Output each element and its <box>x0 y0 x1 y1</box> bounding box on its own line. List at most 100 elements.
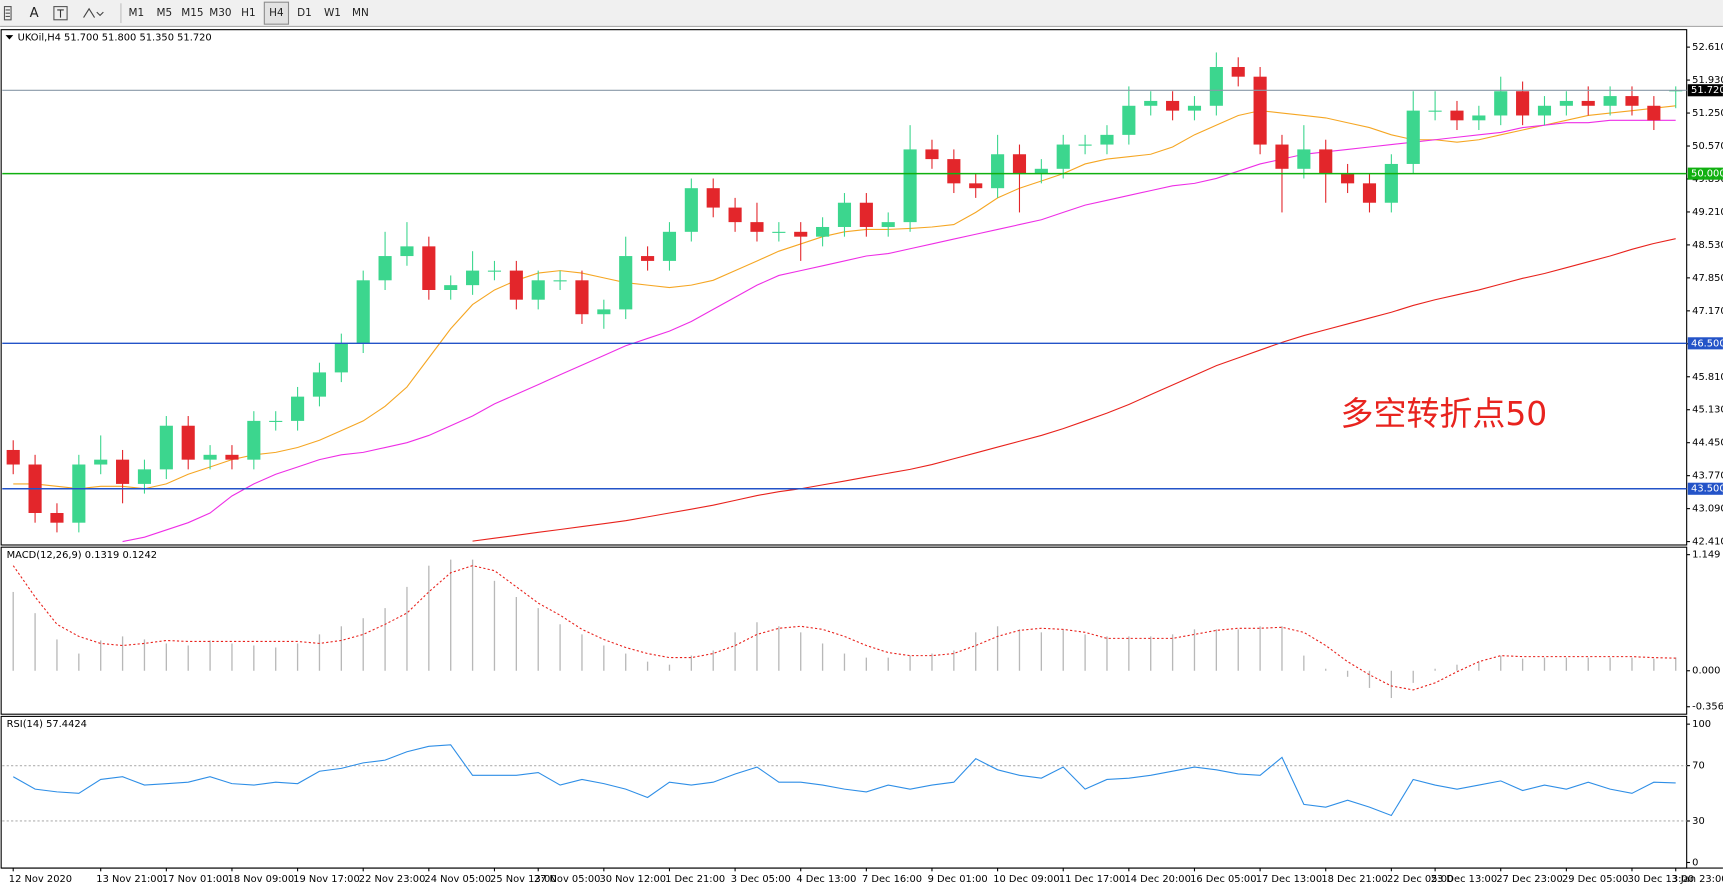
timeframe-button[interactable]: M5 <box>157 7 173 19</box>
x-tick-label: 29 Dec 05:00 <box>1562 874 1628 885</box>
y-tick-label: 49.210 <box>1692 207 1723 218</box>
x-tick-label: 30 Nov 12:00 <box>599 874 666 885</box>
tool-icon[interactable] <box>3 6 12 21</box>
candle-body <box>728 207 742 223</box>
y-tick-label: -0.3563 <box>1692 702 1723 713</box>
candle-body <box>269 420 283 422</box>
x-tick-label: 11 Dec 17:00 <box>1059 874 1125 885</box>
candle-body <box>1384 163 1398 203</box>
candle-body <box>1319 149 1333 174</box>
y-tick-label: 45.130 <box>1692 405 1723 416</box>
candle-body <box>6 449 20 465</box>
x-tick-label: 17 Nov 01:00 <box>162 874 229 885</box>
x-tick-label: 9 Dec 01:00 <box>928 874 988 885</box>
candle-body <box>1122 105 1136 135</box>
candle-body <box>225 454 239 460</box>
x-tick-label: 4 Dec 13:00 <box>796 874 856 885</box>
candle-body <box>1341 173 1355 184</box>
candle-body <box>1187 105 1202 111</box>
level-label: 43.500 <box>1691 484 1723 495</box>
y-tick-label: 30 <box>1692 816 1705 827</box>
candle-body <box>137 469 152 484</box>
x-tick-label: 23 Dec 13:00 <box>1431 874 1497 885</box>
x-tick-label: 18 Dec 21:00 <box>1321 874 1387 885</box>
level-label-bg <box>1687 337 1723 350</box>
candle-body <box>1231 66 1245 77</box>
candle-body <box>1625 96 1639 106</box>
timeframe-button[interactable]: W1 <box>324 7 341 19</box>
moving-average-line <box>472 238 1676 542</box>
candle-body <box>1100 134 1114 145</box>
level-label-bg <box>1687 167 1723 180</box>
candle-body <box>444 285 458 290</box>
y-tick-label: 0 <box>1692 857 1698 868</box>
candle-body <box>1603 96 1617 106</box>
candle-body <box>466 270 480 286</box>
x-tick-label: 22 Dec 05:00 <box>1387 874 1453 885</box>
y-tick-label: 100 <box>1692 719 1711 730</box>
candle-body <box>859 202 873 227</box>
timeframe-button[interactable]: M30 <box>209 7 231 19</box>
y-tick-label: 51.250 <box>1692 108 1723 119</box>
y-tick-label: 45.810 <box>1692 372 1723 383</box>
y-tick-label: 1.149 <box>1692 550 1720 561</box>
y-tick-label: 44.450 <box>1692 438 1723 449</box>
candle-body <box>1472 115 1486 121</box>
candle-body <box>1537 105 1552 116</box>
x-tick-label: 17 Dec 13:00 <box>1256 874 1322 885</box>
panel-frame <box>0 715 1688 869</box>
candle-body <box>94 459 108 465</box>
x-tick-label: 27 Dec 23:00 <box>1496 874 1562 885</box>
timeframe-button[interactable]: H1 <box>241 7 255 19</box>
y-tick-label: 51.930 <box>1692 75 1723 86</box>
candle-body <box>116 459 130 484</box>
timeframe-button[interactable]: H4 <box>269 7 284 19</box>
candle-body <box>619 256 633 310</box>
timeframe-button[interactable]: M1 <box>129 7 145 19</box>
x-tick-label: 30 Dec 13:00 <box>1628 874 1694 885</box>
candle-body <box>1297 149 1311 169</box>
y-tick-label: 50.570 <box>1692 141 1723 152</box>
panel-title: UKOil,H4 51.700 51.800 51.350 51.720 <box>18 32 212 43</box>
current-price-label-bg <box>1687 84 1723 97</box>
candle-body <box>641 256 655 261</box>
label-tool[interactable] <box>53 6 68 21</box>
shapes-tool[interactable] <box>83 7 104 18</box>
y-tick-label: 47.170 <box>1692 306 1723 317</box>
candle-body <box>1450 110 1464 121</box>
candle-body <box>400 246 414 257</box>
candle-body <box>816 226 830 237</box>
symbol-menu-icon <box>5 35 14 40</box>
candle-body <box>553 280 567 282</box>
candle-body <box>1078 144 1092 146</box>
text-tool[interactable]: A <box>30 6 39 21</box>
candle-body <box>312 372 327 397</box>
candle-body <box>684 188 698 232</box>
x-tick-label: 3 Jan 23:00 <box>1671 874 1723 885</box>
timeframe-button[interactable]: MN <box>352 7 369 19</box>
candle-body <box>1056 144 1070 169</box>
x-tick-label: 25 Nov 13:00 <box>490 874 557 885</box>
candle-body <box>903 149 917 223</box>
y-tick-label: 42.410 <box>1692 537 1723 548</box>
candle-body <box>1406 110 1420 164</box>
x-tick-label: 13 Nov 21:00 <box>96 874 163 885</box>
candle-body <box>487 270 502 272</box>
timeframe-button[interactable]: D1 <box>297 7 312 19</box>
x-tick-label: 24 Nov 05:00 <box>424 874 491 885</box>
candle-body <box>334 343 348 373</box>
timeframe-buttons: M1 M5 M15 M30 H1 H4 D1 W1 MN <box>129 1 369 25</box>
candle-body <box>1428 110 1442 112</box>
candle-body <box>1581 100 1595 106</box>
active-button-frame <box>263 1 290 25</box>
y-tick-label: 0.000 <box>1692 666 1720 677</box>
candle-body <box>247 420 261 460</box>
candle-body <box>1253 76 1267 145</box>
x-tick-label: 10 Dec 09:00 <box>993 874 1059 885</box>
panel-title: MACD(12,26,9) 0.1319 0.1242 <box>7 550 157 561</box>
timeframe-button[interactable]: M15 <box>181 7 203 19</box>
label-tool-glyph <box>57 9 64 18</box>
candle-body <box>1494 91 1508 116</box>
candle-body <box>597 309 611 315</box>
